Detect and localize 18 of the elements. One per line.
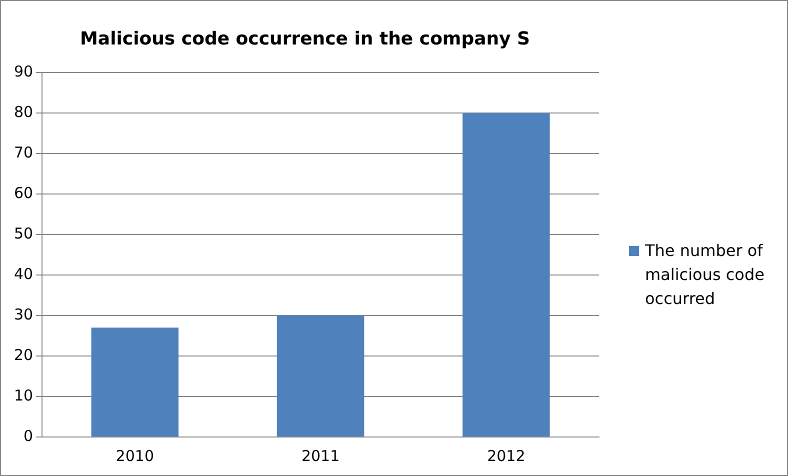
y-tick-label: 60 [14, 184, 34, 202]
y-tick-label: 0 [24, 426, 34, 445]
bar [91, 328, 179, 436]
y-tick-label: 10 [14, 386, 34, 404]
y-tick-label: 20 [14, 346, 34, 364]
x-tick-label: 2011 [301, 446, 340, 465]
y-tick-label: 70 [14, 143, 34, 162]
y-tick-label: 80 [14, 102, 34, 121]
y-tick-label: 90 [14, 62, 34, 80]
x-tick-label: 2010 [116, 446, 154, 465]
chart-title: Malicious code occurrence in the company S [80, 28, 530, 50]
y-tick-label: 40 [14, 264, 34, 283]
y-tick-label: 50 [14, 224, 34, 242]
bar [276, 316, 364, 436]
x-tick-label: 2012 [487, 446, 526, 465]
y-tick-label: 30 [14, 305, 34, 324]
legend-label: The number of malicious code occurred [645, 240, 766, 310]
bar [462, 113, 550, 436]
